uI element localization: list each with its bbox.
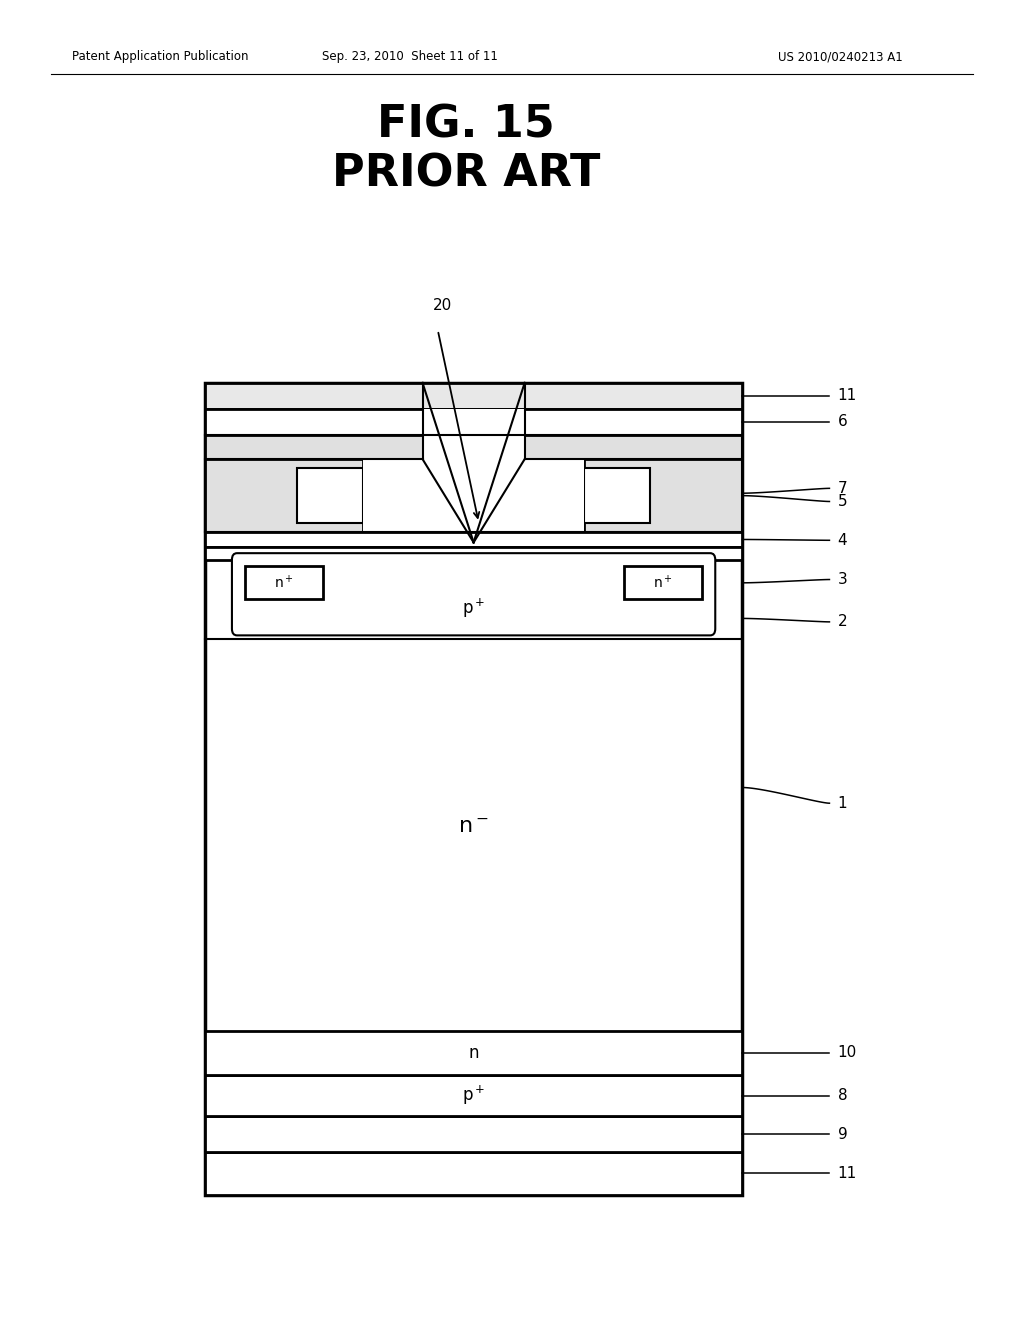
Text: 7: 7 bbox=[838, 480, 847, 496]
Text: 20: 20 bbox=[433, 298, 453, 313]
Text: 6: 6 bbox=[838, 414, 848, 429]
Text: Sep. 23, 2010  Sheet 11 of 11: Sep. 23, 2010 Sheet 11 of 11 bbox=[322, 50, 498, 63]
Bar bbox=[584, 459, 742, 532]
Text: 2: 2 bbox=[838, 614, 847, 630]
Text: n$^-$: n$^-$ bbox=[459, 817, 488, 837]
Bar bbox=[423, 434, 524, 459]
Text: 9: 9 bbox=[838, 1127, 848, 1142]
Text: 1: 1 bbox=[838, 796, 847, 810]
Text: p$^+$: p$^+$ bbox=[462, 1084, 485, 1107]
Text: n: n bbox=[468, 1044, 479, 1063]
Bar bbox=[205, 434, 742, 459]
Text: 3: 3 bbox=[838, 572, 848, 587]
Text: 11: 11 bbox=[838, 1166, 857, 1181]
Text: n$^+$: n$^+$ bbox=[274, 574, 294, 591]
Text: p$^+$: p$^+$ bbox=[462, 597, 485, 619]
Bar bbox=[205, 1076, 742, 1115]
Text: n$^+$: n$^+$ bbox=[653, 574, 673, 591]
Bar bbox=[205, 383, 742, 409]
Bar bbox=[205, 409, 742, 434]
Bar bbox=[205, 1115, 742, 1152]
Text: 11: 11 bbox=[838, 388, 857, 404]
Text: 10: 10 bbox=[838, 1045, 857, 1060]
Bar bbox=[205, 459, 364, 532]
Text: 5: 5 bbox=[838, 494, 847, 510]
Text: Patent Application Publication: Patent Application Publication bbox=[72, 50, 248, 63]
Bar bbox=[205, 546, 742, 560]
Text: 8: 8 bbox=[838, 1088, 847, 1104]
Text: FIG. 15: FIG. 15 bbox=[377, 104, 555, 147]
Bar bbox=[205, 532, 742, 546]
Text: 4: 4 bbox=[838, 533, 847, 548]
Bar bbox=[423, 409, 524, 434]
Text: PRIOR ART: PRIOR ART bbox=[332, 153, 600, 195]
Bar bbox=[297, 467, 364, 524]
Bar bbox=[423, 433, 524, 459]
Bar bbox=[245, 566, 324, 599]
Bar bbox=[205, 1152, 742, 1195]
Bar bbox=[205, 1031, 742, 1076]
Bar bbox=[364, 459, 584, 532]
Bar bbox=[584, 467, 650, 524]
Bar bbox=[625, 566, 702, 599]
Bar bbox=[205, 383, 742, 1195]
FancyBboxPatch shape bbox=[231, 553, 715, 635]
Text: US 2010/0240213 A1: US 2010/0240213 A1 bbox=[778, 50, 903, 63]
Bar bbox=[205, 434, 742, 532]
